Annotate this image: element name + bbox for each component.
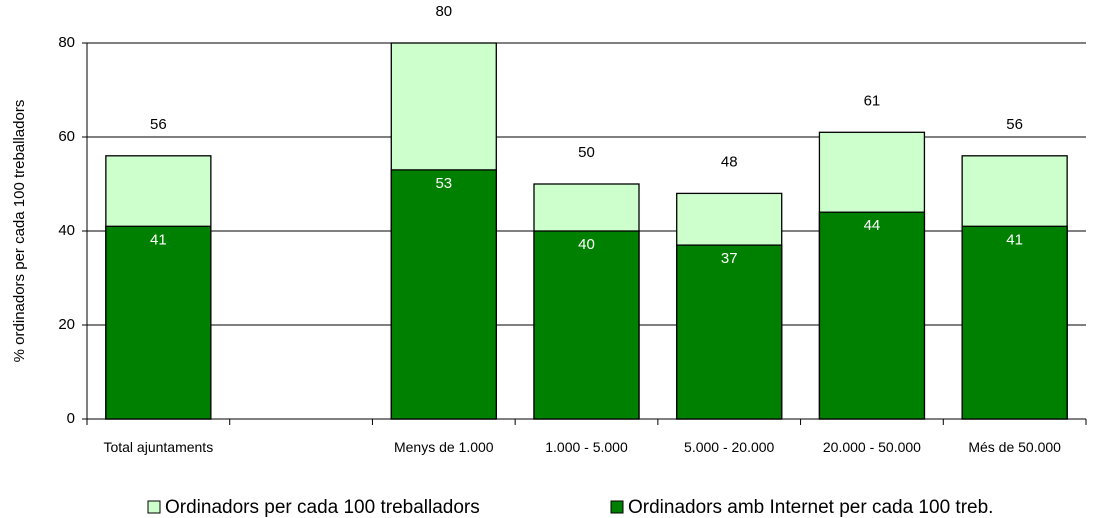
bar	[390, 169, 497, 420]
legend-label: Ordinadors per cada 100 treballadors	[165, 497, 480, 518]
value-label: 41	[1006, 231, 1023, 248]
value-label: 80	[435, 3, 452, 20]
x-tick-label: Total ajuntaments	[103, 439, 214, 455]
y-tick-label: 0	[67, 410, 75, 427]
value-label: 53	[435, 175, 452, 192]
value-label: 48	[721, 153, 738, 170]
bar	[818, 211, 926, 420]
bar	[676, 244, 783, 420]
y-tick-label: 20	[58, 316, 75, 333]
legend-label: Ordinadors amb Internet per cada 100 tre…	[628, 497, 993, 518]
x-tick-label: 1.000 - 5.000	[545, 439, 628, 455]
bar	[533, 230, 640, 420]
y-axis-label: % ordinadors per cada 100 treballadors	[11, 100, 28, 363]
y-tick-label: 80	[58, 34, 75, 51]
legend-swatch	[610, 500, 624, 514]
value-label: 50	[578, 144, 595, 161]
bar	[105, 225, 212, 420]
value-label: 44	[864, 217, 881, 234]
x-tick-label: Més de 50.000	[968, 439, 1061, 455]
value-label: 37	[721, 250, 738, 267]
value-label: 40	[578, 236, 595, 253]
legend-swatch	[147, 500, 161, 514]
bar	[961, 225, 1068, 420]
y-tick-label: 40	[58, 222, 75, 239]
value-label: 56	[150, 116, 167, 133]
x-tick-label: 20.000 - 50.000	[822, 439, 921, 455]
x-tick-label: 5.000 - 20.000	[684, 439, 775, 455]
x-tick-label: Menys de 1.000	[393, 439, 494, 455]
value-label: 61	[864, 92, 881, 109]
value-label: 56	[1006, 116, 1023, 133]
value-label: 41	[150, 231, 167, 248]
y-tick-label: 60	[58, 128, 75, 145]
